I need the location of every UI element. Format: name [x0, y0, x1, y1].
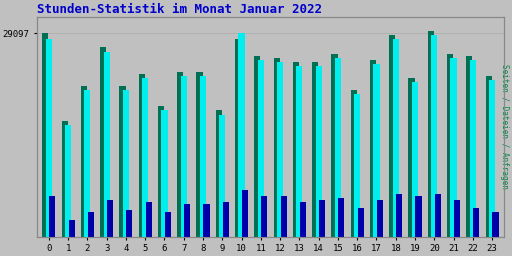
Bar [197, 72, 203, 237]
Bar [161, 111, 167, 237]
Bar [46, 39, 52, 237]
Bar [473, 208, 479, 237]
Bar [107, 200, 113, 237]
Bar [415, 196, 421, 237]
Bar [181, 76, 187, 237]
Bar [223, 202, 229, 237]
Bar [373, 64, 379, 237]
Bar [81, 86, 87, 237]
Bar [123, 90, 129, 237]
Bar [277, 62, 283, 237]
Text: Stunden-Statistik im Monat Januar 2022: Stunden-Statistik im Monat Januar 2022 [37, 3, 322, 16]
Bar [61, 121, 68, 237]
Bar [273, 58, 280, 237]
Bar [431, 35, 437, 237]
Bar [145, 202, 152, 237]
Bar [485, 76, 492, 237]
Bar [103, 51, 110, 237]
Bar [370, 60, 376, 237]
Bar [435, 194, 441, 237]
Bar [396, 194, 402, 237]
Bar [84, 90, 91, 237]
Bar [119, 86, 125, 237]
Bar [331, 54, 337, 237]
Bar [412, 82, 418, 237]
Bar [312, 62, 318, 237]
Bar [293, 62, 299, 237]
Bar [393, 39, 399, 237]
Bar [351, 90, 357, 237]
Bar [451, 58, 457, 237]
Bar [357, 208, 364, 237]
Bar [377, 200, 383, 237]
Bar [177, 72, 183, 237]
Bar [158, 106, 164, 237]
Bar [466, 56, 473, 237]
Bar [354, 94, 360, 237]
Bar [184, 204, 190, 237]
Bar [258, 60, 264, 237]
Bar [319, 200, 325, 237]
Bar [242, 190, 248, 237]
Bar [296, 66, 303, 237]
Bar [489, 80, 495, 237]
Bar [335, 58, 341, 237]
Bar [216, 111, 222, 237]
Y-axis label: Seiten / Dateien / Anfragen: Seiten / Dateien / Anfragen [500, 64, 509, 189]
Bar [49, 196, 55, 237]
Bar [239, 33, 245, 237]
Bar [165, 212, 171, 237]
Bar [42, 33, 49, 237]
Bar [454, 200, 460, 237]
Bar [389, 35, 395, 237]
Bar [254, 56, 261, 237]
Bar [203, 204, 209, 237]
Bar [69, 220, 75, 237]
Bar [428, 31, 434, 237]
Bar [235, 39, 241, 237]
Bar [142, 78, 148, 237]
Bar [139, 74, 145, 237]
Bar [493, 212, 499, 237]
Bar [219, 115, 225, 237]
Bar [261, 196, 267, 237]
Bar [200, 76, 206, 237]
Bar [338, 198, 345, 237]
Bar [409, 78, 415, 237]
Bar [281, 196, 287, 237]
Bar [315, 66, 322, 237]
Bar [447, 54, 453, 237]
Bar [300, 202, 306, 237]
Bar [126, 210, 133, 237]
Bar [100, 47, 106, 237]
Bar [88, 212, 94, 237]
Bar [470, 60, 476, 237]
Bar [65, 125, 71, 237]
